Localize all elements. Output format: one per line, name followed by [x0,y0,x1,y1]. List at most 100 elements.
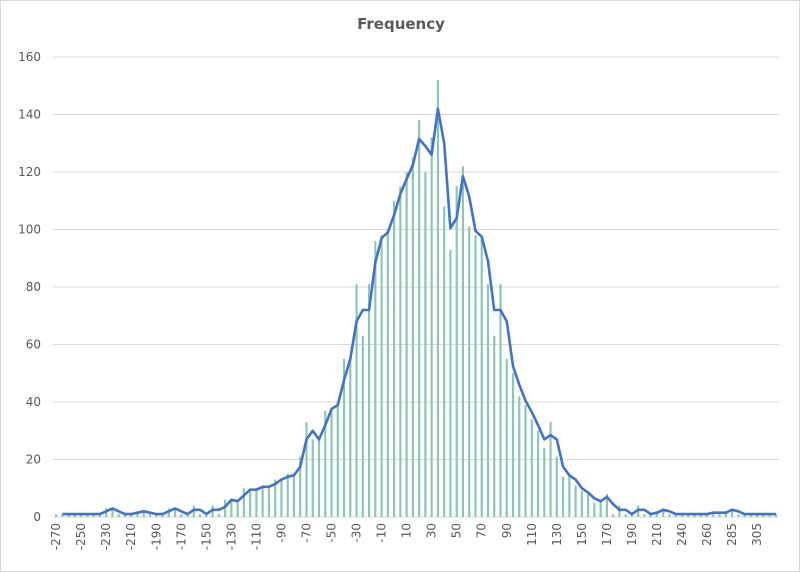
bar [224,499,227,517]
bar [136,511,139,517]
bar [361,335,364,517]
bar [380,235,383,517]
bar [449,249,452,517]
bar [436,80,440,517]
bar [305,422,308,517]
bar [392,200,396,517]
x-tick-label: -90 [274,523,288,543]
bar [374,241,377,517]
bar [618,505,621,517]
y-tick-label: 40 [26,395,41,409]
bar [605,494,608,517]
bar [330,407,333,517]
bar [493,335,496,517]
bar [405,172,408,517]
bar [280,479,283,517]
bar [511,373,515,517]
bar [543,448,546,517]
bar [662,508,665,517]
chart-title: Frequency [357,15,445,33]
bar [737,514,740,517]
bar [61,514,64,517]
bar [461,166,465,517]
x-tick-label: -190 [149,523,163,550]
y-tick-label: 80 [26,280,41,294]
bar [336,402,339,517]
bar [217,514,220,517]
bar [555,456,558,517]
bar [267,488,271,517]
y-tick-label: 20 [26,453,41,467]
x-tick-label: 70 [475,523,489,538]
bar [718,514,721,517]
bar [155,514,158,517]
x-tick-label: 50 [450,523,464,538]
bar [180,514,183,517]
bar [630,514,634,517]
bar [474,235,477,517]
bar [612,514,615,517]
bar [249,491,252,517]
bar [349,358,352,517]
bar [230,499,233,517]
x-tick-label: -110 [249,523,263,550]
bar [774,514,777,517]
bar [643,514,646,517]
bar [443,206,446,517]
bar [524,404,527,517]
bar [98,514,102,517]
bar [198,514,202,517]
bar [173,508,177,517]
bar [117,514,120,517]
y-tick-label: 100 [18,223,41,237]
x-tick-label: -150 [199,523,213,550]
bar [142,511,145,517]
bar [468,226,471,517]
bar [599,499,602,517]
bar [355,284,358,517]
x-tick-label: 110 [525,523,539,546]
bar [242,488,245,517]
bar [148,514,152,517]
bar [455,186,458,517]
bar [186,514,189,517]
x-tick-label: 10 [400,523,414,538]
bar [587,494,590,517]
x-tick-label: 240 [675,523,689,546]
bar [705,514,709,517]
bar [568,473,571,517]
bar [123,514,127,517]
x-tick-label: 285 [725,523,739,546]
x-tick-label: -170 [174,523,188,550]
x-tick-label: -210 [124,523,138,550]
x-tick-label: -50 [325,523,339,543]
bar [536,430,540,517]
x-tick-label: -10 [375,523,389,543]
bar [655,511,659,517]
x-tick-label: -250 [74,523,88,550]
bar [261,485,264,517]
x-tick-label: 30 [425,523,439,538]
bar [730,508,734,517]
bar [236,502,239,517]
bar [693,514,696,517]
y-tick-label: 160 [18,50,41,64]
bar [73,514,77,517]
x-tick-label: 150 [575,523,589,546]
bar [430,137,433,517]
bar [712,511,715,517]
bar [624,514,627,517]
bar [687,514,690,517]
bar [80,514,83,517]
bar [67,514,70,517]
bar [418,120,421,517]
x-tick-label: -70 [299,523,313,543]
bar [367,284,371,517]
bar [518,396,521,517]
bar [324,410,327,517]
bar [649,514,652,517]
bar [130,514,133,517]
y-tick-label: 140 [18,108,41,122]
